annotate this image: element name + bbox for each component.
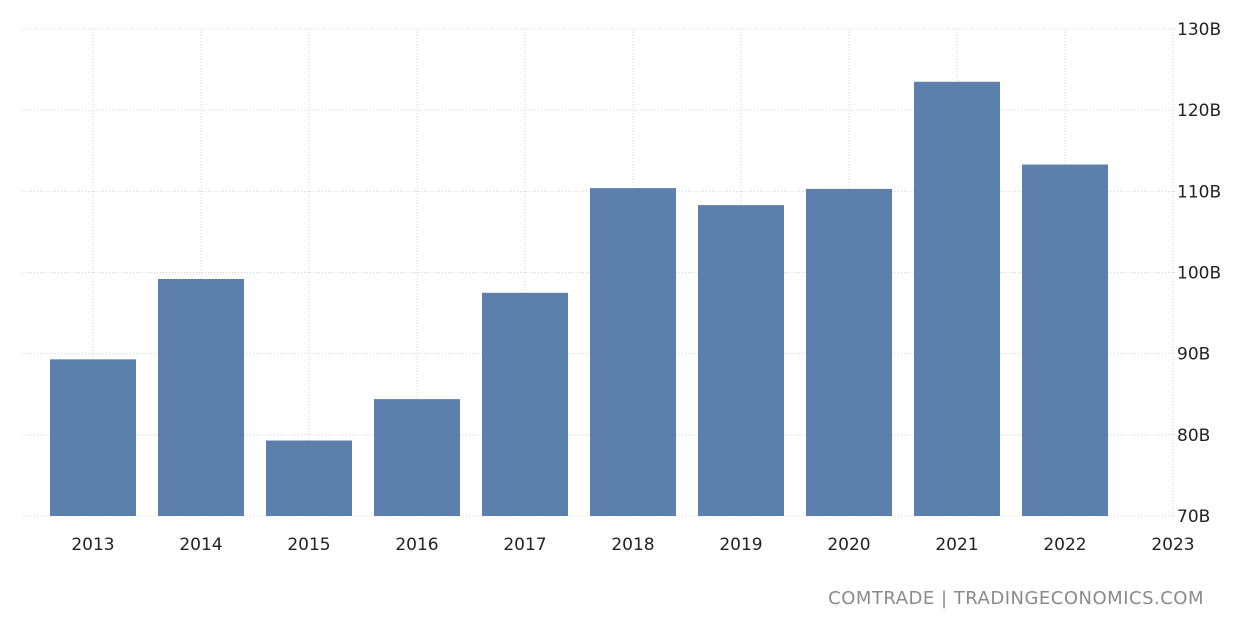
bar-2019 (698, 205, 784, 517)
bar-2018 (590, 188, 676, 516)
bar-2013 (50, 359, 136, 516)
y-tick-label: 80B (1177, 426, 1210, 446)
x-tick-label: 2023 (1151, 535, 1194, 555)
y-tick-label: 130B (1177, 20, 1221, 40)
x-axis-tick-labels: 2013 2014 2015 2016 2017 2018 2019 2020 2021 2022… (71, 535, 1194, 555)
y-tick-label: 90B (1177, 345, 1210, 365)
source-credit: COMTRADE | TRADINGECONOMICS.COM (828, 588, 1204, 609)
y-tick-label: 70B (1177, 507, 1210, 527)
x-tick-label: 2015 (287, 535, 330, 555)
x-tick-label: 2013 (71, 535, 114, 555)
bar-2015 (266, 440, 352, 516)
x-tick-label: 2018 (611, 535, 654, 555)
x-tick-label: 2022 (1043, 535, 1086, 555)
x-tick-label: 2016 (395, 535, 438, 555)
bar-2021 (914, 81, 1000, 516)
x-tick-label: 2020 (827, 535, 870, 555)
x-tick-label: 2019 (719, 535, 762, 555)
y-tick-label: 110B (1177, 182, 1221, 202)
x-tick-label: 2014 (179, 535, 222, 555)
y-tick-label: 120B (1177, 101, 1221, 121)
bars (50, 81, 1108, 517)
bar-2017 (482, 292, 568, 516)
y-axis-tick-labels: 70B 80B 90B 100B 110B 120B 130B (1177, 20, 1221, 527)
bar-2020 (806, 188, 892, 517)
bar-2016 (374, 399, 460, 516)
bar-2014 (158, 278, 244, 516)
bar-2022 (1022, 164, 1108, 516)
x-tick-label: 2017 (503, 535, 546, 555)
x-tick-label: 2021 (935, 535, 978, 555)
y-tick-label: 100B (1177, 264, 1221, 284)
